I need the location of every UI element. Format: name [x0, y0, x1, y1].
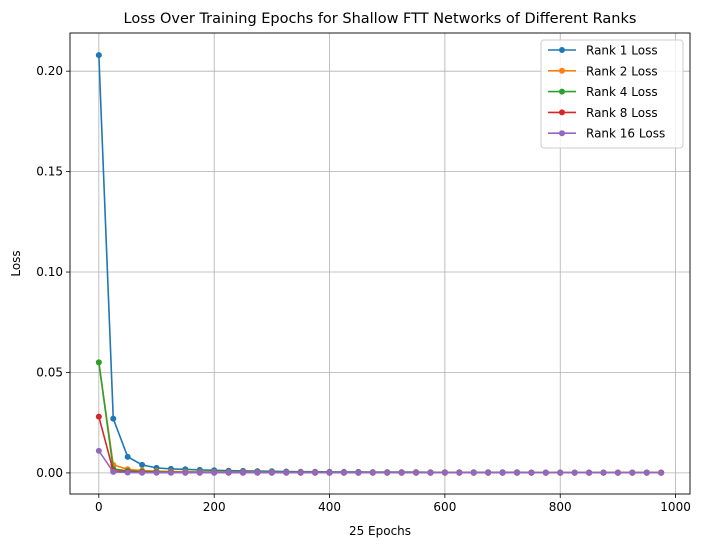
data-point	[586, 469, 593, 476]
series-layer	[95, 52, 665, 476]
data-point	[528, 469, 535, 476]
x-tick-label: 1000	[660, 500, 691, 514]
data-point	[95, 413, 102, 420]
y-axis-label: Loss	[9, 250, 23, 276]
data-point	[124, 469, 131, 476]
data-point	[182, 469, 189, 476]
x-tick-label: 0	[95, 500, 103, 514]
y-tick-label: 0.10	[36, 265, 63, 279]
legend-label: Rank 2 Loss	[586, 64, 658, 78]
data-point	[513, 469, 520, 476]
data-point	[110, 415, 117, 422]
data-point	[384, 469, 391, 476]
legend-box	[540, 39, 684, 149]
data-point	[139, 461, 146, 468]
data-point	[95, 447, 102, 454]
x-tick-label: 600	[433, 500, 456, 514]
legend-label: Rank 4 Loss	[586, 85, 658, 99]
legend-label: Rank 8 Loss	[586, 106, 658, 120]
legend-swatch-marker	[559, 88, 565, 95]
legend-swatch-marker	[559, 130, 565, 137]
data-point	[167, 469, 174, 476]
data-point	[427, 469, 434, 476]
data-point	[95, 52, 102, 59]
data-point	[355, 469, 362, 476]
legend-item: Rank 16 Loss	[548, 127, 665, 141]
legend-item: Rank 8 Loss	[548, 106, 658, 120]
y-tick-label: 0.05	[36, 365, 63, 379]
y-tick-label: 0.15	[36, 165, 63, 179]
x-tick-label: 800	[549, 500, 572, 514]
data-point	[499, 469, 506, 476]
plot-frame	[69, 32, 691, 495]
data-point	[312, 469, 319, 476]
data-point	[326, 469, 333, 476]
data-point	[629, 469, 636, 476]
data-point	[369, 469, 376, 476]
series-rank-16-loss	[95, 447, 665, 476]
data-point	[441, 469, 448, 476]
y-tick-label: 0.00	[36, 466, 63, 480]
data-point	[240, 469, 247, 476]
data-point	[153, 469, 160, 476]
data-point	[398, 469, 405, 476]
data-point	[211, 469, 218, 476]
data-point	[456, 469, 463, 476]
data-point	[124, 453, 131, 460]
data-point	[600, 469, 607, 476]
x-tick-label: 200	[203, 500, 226, 514]
data-point	[557, 469, 564, 476]
series-line	[98, 450, 662, 474]
data-point	[470, 469, 477, 476]
chart-title: Loss Over Training Epochs for Shallow FT…	[124, 11, 637, 27]
data-point	[340, 469, 347, 476]
data-point	[413, 469, 420, 476]
x-axis: 0 200 400 600 800 1000	[95, 494, 691, 514]
legend: Rank 1 Loss Rank 2 Loss Rank 4 Loss Rank 8 …	[540, 39, 684, 149]
data-point	[283, 469, 290, 476]
data-point	[95, 359, 102, 366]
data-point	[614, 469, 621, 476]
legend-swatch-marker	[559, 67, 565, 74]
data-point	[196, 469, 203, 476]
data-point	[139, 469, 146, 476]
legend-item: Rank 4 Loss	[548, 85, 658, 99]
legend-swatch-marker	[559, 47, 565, 53]
data-point	[643, 469, 650, 476]
legend-swatch-marker	[559, 109, 565, 116]
x-axis-label: 25 Epochs	[349, 524, 411, 538]
data-point	[297, 469, 304, 476]
data-point	[571, 469, 578, 476]
legend-item: Rank 2 Loss	[548, 64, 658, 78]
data-point	[542, 469, 549, 476]
data-point	[268, 469, 275, 476]
legend-label: Rank 16 Loss	[586, 127, 665, 141]
legend-label: Rank 1 Loss	[586, 44, 658, 58]
legend-item: Rank 1 Loss	[548, 44, 658, 58]
x-tick-label: 400	[318, 500, 341, 514]
data-point	[225, 469, 232, 476]
y-axis: 0.00 0.05 0.10 0.15 0.20	[36, 64, 70, 480]
data-point	[485, 469, 492, 476]
data-point	[254, 469, 261, 476]
data-point	[110, 468, 117, 475]
data-point	[658, 469, 665, 476]
y-tick-label: 0.20	[36, 64, 63, 78]
